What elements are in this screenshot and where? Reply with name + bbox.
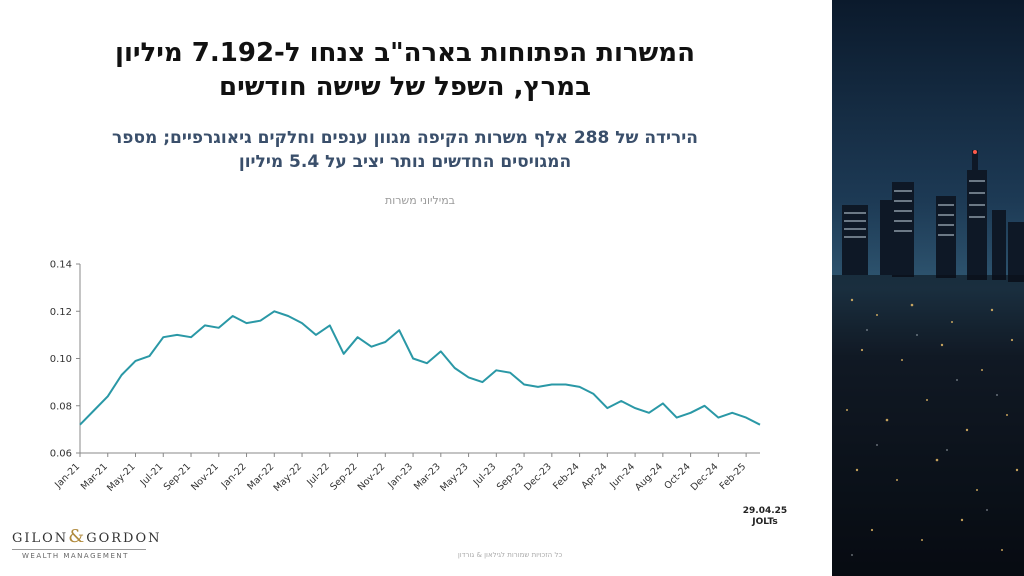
source-note: 29.04.25 JOLTs [730, 506, 800, 528]
x-tick-label: Mar-22 [245, 461, 276, 492]
logo-divider [12, 549, 146, 550]
x-tick-label: Jan-21 [52, 461, 82, 491]
x-tick-label: Mar-21 [79, 461, 110, 492]
copyright-footer: כל הזכויות שמורות לגילאון & גורדון [457, 551, 563, 559]
company-logo: GILON&GORDON WEALTH MANAGEMENT [12, 526, 160, 560]
y-tick-label: 0.12 [50, 307, 72, 318]
logo-right: GORDON [86, 531, 162, 546]
x-tick-label: Jan-23 [385, 461, 415, 491]
title-line-2: במרץ, השפל של שישה חודשים [219, 72, 591, 102]
x-tick-label: Dec-24 [689, 461, 721, 493]
y-tick-label: 0.10 [50, 354, 72, 365]
x-tick-label: Aug-24 [633, 461, 665, 493]
source-name: JOLTs [752, 517, 778, 527]
y-tick-label: 0.08 [50, 401, 72, 412]
x-tick-label: May-22 [272, 461, 305, 494]
page-title: המשרות הפתוחות בארה"ב צנחו ל-7.192 מיליו… [40, 36, 770, 104]
x-tick-label: Sep-22 [328, 461, 359, 492]
x-tick-label: Sep-21 [162, 461, 193, 492]
x-tick-label: May-21 [105, 461, 138, 494]
logo-ampersand: & [68, 526, 87, 547]
x-tick-label: Nov-22 [356, 461, 388, 493]
x-tick-label: Sep-23 [495, 461, 526, 492]
x-tick-label: Feb-25 [718, 461, 749, 492]
logo-tagline: WEALTH MANAGEMENT [22, 552, 129, 560]
x-tick-label: Apr-24 [580, 461, 610, 491]
city-night-skyline-image [832, 0, 1024, 576]
y-tick-label: 0.14 [50, 260, 72, 271]
x-tick-label: Feb-24 [551, 461, 582, 492]
subtitle-line-1: הירידה של 288 אלף משרות הקיפה מגוון ענפי… [112, 128, 698, 148]
title-line-1: המשרות הפתוחות בארה"ב צנחו ל-7.192 מיליו… [115, 38, 695, 68]
source-date: 29.04.25 [742, 506, 788, 516]
x-tick-label: May-23 [438, 461, 471, 494]
logo-left: GILON [12, 531, 69, 546]
logo-wordmark: GILON&GORDON [12, 526, 160, 547]
x-tick-label: Jan-22 [219, 461, 249, 491]
x-tick-label: Oct-24 [662, 461, 692, 491]
subtitle-line-2: המגויסים החדשים נותר יציב על 5.4 מיליון [238, 152, 572, 172]
y-tick-label: 0.06 [50, 449, 72, 460]
x-tick-label: Dec-23 [522, 461, 554, 493]
x-tick-label: Jun-24 [607, 461, 637, 491]
page-subtitle: הירידה של 288 אלף משרות הקיפה מגוון ענפי… [40, 126, 770, 174]
units-label: במיליוני משרות [384, 194, 456, 207]
x-tick-label: Nov-21 [189, 461, 221, 493]
x-tick-label: Mar-23 [412, 461, 443, 492]
series-line [79, 310, 761, 426]
